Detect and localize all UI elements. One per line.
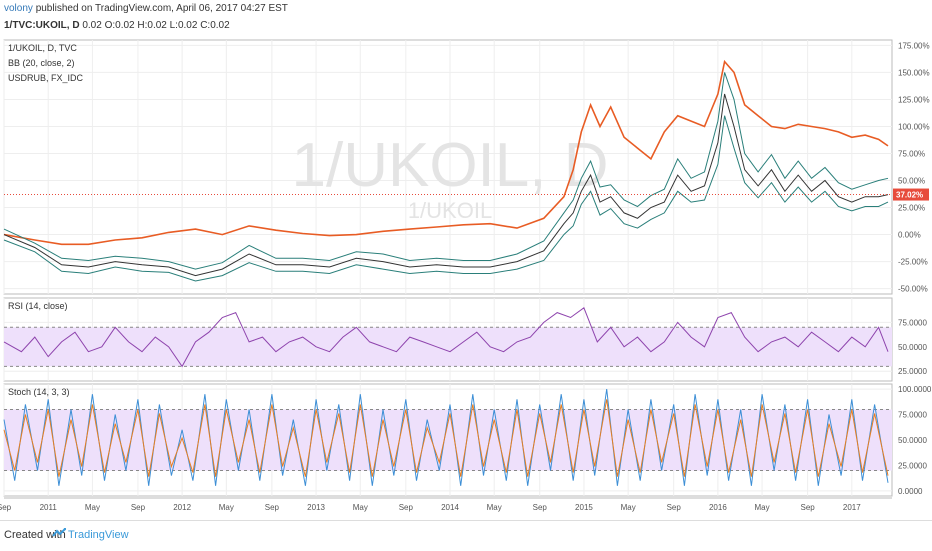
x-tick-label: 2014 (441, 503, 459, 512)
x-tick-label: 2016 (709, 503, 727, 512)
x-tick-label: 2015 (575, 503, 593, 512)
footer: Created with TradingView (0, 520, 932, 551)
created-with-text: Created with (4, 529, 66, 541)
y-tick-label: 25.0000 (898, 367, 927, 376)
y-tick-label: 50.0000 (898, 436, 927, 445)
y-tick-label: 75.0000 (898, 318, 927, 327)
y-tick-label: 100.0000 (898, 385, 932, 394)
last-value-label: 37.02% (896, 191, 923, 200)
series-line-usdrub-fx-idc (3, 59, 889, 246)
legend-entry: USDRUB, FX_IDC (8, 73, 84, 83)
y-tick-label: 175.00% (898, 41, 930, 50)
y-tick-label: 100.00% (898, 122, 930, 131)
x-tick-label: May (85, 503, 100, 512)
x-tick-label: Sep (399, 503, 414, 512)
x-tick-label: Sep (533, 503, 548, 512)
x-tick-label: May (755, 503, 770, 512)
overbought-oversold-band (4, 327, 892, 367)
publish-text: published on TradingView.com, April 06, … (35, 3, 288, 14)
symbol-name: 1/TVC:UKOIL, D (4, 20, 80, 31)
legend-entry: RSI (14, close) (8, 301, 68, 311)
series-line-1-ukoil-d-tvc (3, 93, 889, 277)
x-tick-label: 2017 (843, 503, 861, 512)
series-line--d (3, 399, 889, 477)
x-tick-label: May (487, 503, 502, 512)
y-tick-label: 0.0000 (898, 487, 923, 496)
x-tick-label: Sep (265, 503, 280, 512)
x-tick-label: 2012 (173, 503, 191, 512)
publish-info: volony published on TradingView.com, Apr… (4, 3, 288, 14)
y-tick-label: 75.00% (898, 149, 925, 158)
y-tick-label: 25.0000 (898, 461, 927, 470)
x-tick-label: May (219, 503, 234, 512)
symbol-line: 1/TVC:UKOIL, D 0.02 O:0.02 H:0.02 L:0.02… (4, 20, 230, 31)
last-value-badge (893, 188, 929, 201)
tradingview-brand[interactable]: TradingView (68, 529, 129, 541)
y-tick-label: 75.0000 (898, 411, 927, 420)
chart-canvas: 1/UKOIL, D1/UKOIL 175.00% 150.00% 125.00% 1… (0, 39, 932, 512)
series-line-bb-20-close-2-upper (3, 72, 889, 270)
watermark-sub: 1/UKOIL (408, 198, 492, 223)
author-link[interactable]: volony (4, 3, 33, 14)
y-tick-label: -25.00% (898, 258, 928, 267)
y-tick-label: 150.00% (898, 68, 930, 77)
x-tick-label: Sep (0, 503, 12, 512)
y-tick-label: 0.00% (898, 231, 921, 240)
x-tick-label: May (353, 503, 368, 512)
ohlc-values: 0.02 O:0.02 H:0.02 L:0.02 C:0.02 (82, 20, 230, 31)
legend-entry: Stoch (14, 3, 3) (8, 387, 70, 397)
y-tick-label: 25.00% (898, 204, 925, 213)
series-line-rsi (3, 307, 889, 368)
x-tick-label: May (621, 503, 636, 512)
legend-entry: BB (20, close, 2) (8, 58, 75, 68)
y-tick-label: 50.00% (898, 177, 925, 186)
legend-entry: 1/UKOIL, D, TVC (8, 43, 77, 53)
tradingview-logo-icon (52, 528, 66, 537)
x-tick-label: 2013 (307, 503, 325, 512)
x-tick-label: Sep (131, 503, 146, 512)
y-tick-label: 125.00% (898, 95, 930, 104)
series-line-bb-20-close-2-lower (3, 115, 889, 282)
y-tick-label: -50.00% (898, 285, 928, 294)
x-tick-label: Sep (801, 503, 816, 512)
y-tick-label: 50.0000 (898, 343, 927, 352)
x-tick-label: 2011 (40, 503, 58, 512)
x-tick-label: Sep (667, 503, 682, 512)
watermark-main: 1/UKOIL, D (292, 131, 609, 200)
